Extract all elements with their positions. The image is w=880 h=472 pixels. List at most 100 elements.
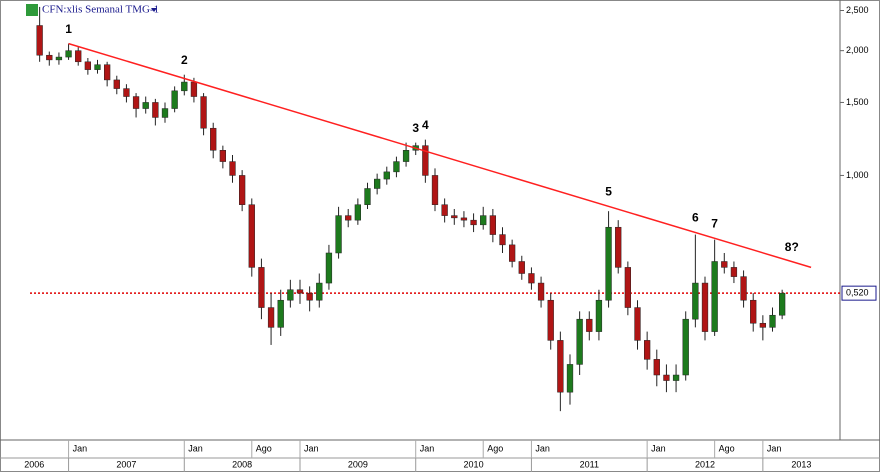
candle-body	[422, 145, 429, 176]
candle-body	[518, 261, 525, 274]
candle-body	[104, 64, 111, 81]
candle-body	[142, 102, 149, 109]
x-tick-label: Jan	[420, 443, 435, 453]
candle-body	[451, 215, 458, 219]
candle-body	[537, 282, 545, 301]
candle-body	[779, 292, 786, 316]
candle-body	[547, 299, 554, 341]
y-tick-label: 2,500	[846, 5, 869, 15]
wave-label: 3	[412, 121, 419, 135]
candle-body	[161, 108, 169, 118]
year-label: 2013	[791, 459, 811, 469]
candle-body	[267, 307, 275, 328]
y-tick-label: 1,500	[846, 97, 869, 107]
candle-body	[94, 64, 101, 70]
candle-body	[113, 79, 120, 89]
wave-label: 2	[181, 53, 188, 67]
x-tick-label: Jan	[73, 443, 88, 453]
candle-body	[509, 244, 516, 262]
candle-body	[605, 226, 612, 301]
wave-label: 5	[605, 185, 612, 199]
x-tick-label: Jan	[651, 443, 666, 453]
candle-body	[316, 282, 323, 301]
wave-label: 6	[692, 211, 699, 225]
candle-body	[692, 282, 699, 320]
candle-body	[644, 340, 651, 360]
candle-body	[489, 215, 497, 235]
candle-body	[171, 90, 178, 109]
candle-body	[210, 127, 217, 151]
trendline	[68, 42, 812, 269]
candle-body	[480, 215, 487, 226]
candle-body	[528, 273, 535, 284]
year-label: 2007	[116, 459, 136, 469]
x-tick-label: Ago	[256, 443, 272, 453]
y-tick-label: 2,000	[846, 45, 869, 55]
candle-body	[721, 261, 728, 268]
candle-body	[296, 289, 304, 294]
candle-body	[325, 252, 333, 284]
candle-body	[653, 359, 660, 376]
candle-body	[277, 299, 284, 328]
candle-body	[431, 175, 439, 205]
candle-body	[306, 292, 313, 301]
candle-body	[190, 81, 198, 97]
candle-body	[374, 178, 381, 189]
candle-body	[287, 289, 294, 301]
candle-body	[152, 102, 159, 118]
candle-body	[769, 314, 776, 328]
wave-label: 7	[711, 216, 718, 230]
candle-body	[393, 161, 400, 173]
chart-title[interactable]: CFN:xlis Semanal TMG-1	[42, 4, 159, 16]
candle-body	[759, 322, 767, 328]
candle-body	[200, 96, 207, 129]
candle-body	[634, 307, 641, 341]
candle-body	[132, 96, 140, 109]
candle-body	[672, 374, 680, 381]
candle-body	[383, 171, 390, 180]
candle-body	[499, 234, 506, 246]
y-tick-label: 1,000	[846, 170, 869, 180]
year-label: 2006	[24, 459, 44, 469]
candle-body	[75, 50, 82, 63]
candle-body	[557, 340, 564, 393]
candle-body	[123, 88, 130, 97]
candle-body	[615, 226, 622, 268]
candle-body	[586, 318, 593, 332]
price-label: 0,520	[846, 288, 869, 298]
candle-body	[663, 374, 670, 381]
x-tick-label: Jan	[535, 443, 550, 453]
candle-body	[55, 56, 63, 61]
candle-body	[345, 215, 352, 221]
dropdown-arrow[interactable]	[151, 8, 157, 12]
x-tick-label: Jan	[188, 443, 203, 453]
x-tick-label: Ago	[487, 443, 503, 453]
candle-body	[36, 25, 43, 56]
candle-body	[566, 364, 574, 393]
wave-label: 8?	[785, 240, 799, 254]
candle-body	[46, 54, 53, 61]
candle-body	[441, 204, 448, 216]
candle-body	[84, 61, 92, 70]
candle-body	[239, 175, 246, 205]
candle-body	[682, 318, 689, 376]
candle-body	[181, 81, 188, 92]
candle-body	[576, 318, 583, 365]
candle-body	[402, 150, 410, 162]
x-tick-label: Ago	[719, 443, 735, 453]
candle-body	[750, 299, 757, 324]
candle-body	[470, 219, 477, 226]
wave-label: 4	[422, 118, 429, 132]
candle-body	[364, 188, 371, 205]
wave-label: 1	[65, 22, 72, 36]
candle-body	[460, 217, 468, 221]
symbol-icon[interactable]	[26, 4, 38, 16]
candle-body	[354, 204, 362, 221]
candle-body	[711, 261, 718, 332]
candle-body	[335, 215, 342, 254]
year-label: 2008	[232, 459, 252, 469]
candle-body	[740, 276, 747, 301]
candle-body	[701, 282, 709, 332]
